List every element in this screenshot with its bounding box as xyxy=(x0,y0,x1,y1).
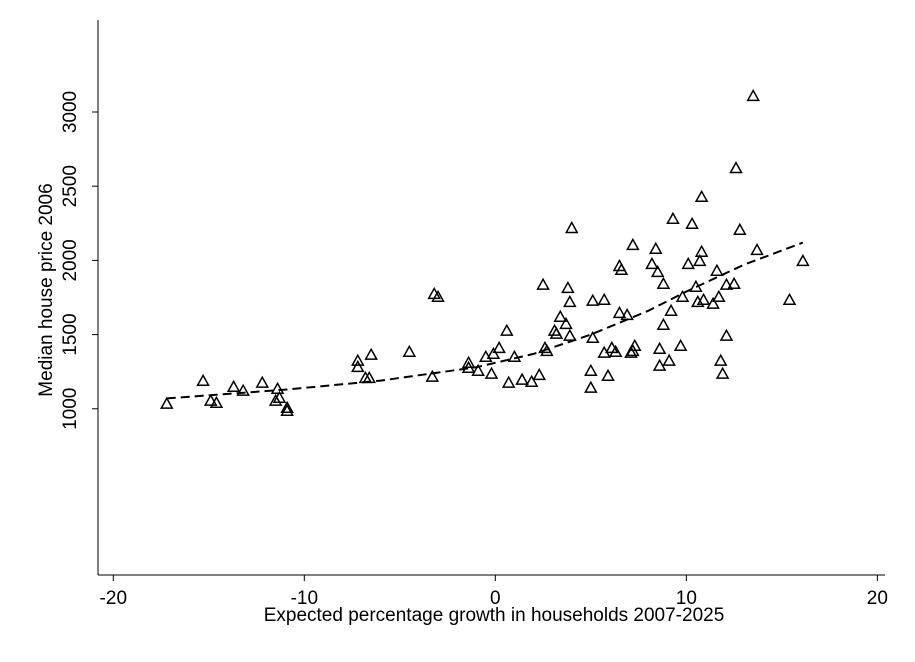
data-point xyxy=(559,316,573,330)
data-point xyxy=(696,292,711,306)
data-point xyxy=(364,347,378,360)
data-point xyxy=(719,277,734,290)
data-point xyxy=(691,294,705,308)
data-point xyxy=(692,253,707,267)
data-point xyxy=(536,277,550,290)
data-point xyxy=(650,264,665,278)
data-point xyxy=(656,276,671,289)
data-point xyxy=(685,216,699,230)
data-point xyxy=(351,359,365,373)
data-point xyxy=(492,340,506,354)
data-point xyxy=(425,369,440,382)
data-point xyxy=(471,363,485,376)
data-point xyxy=(402,344,417,357)
data-point xyxy=(524,374,539,387)
x-tick-label: -20 xyxy=(100,588,127,609)
data-point xyxy=(608,344,623,357)
data-point xyxy=(675,289,690,303)
data-point xyxy=(681,256,696,270)
data-point xyxy=(656,317,671,330)
x-axis-title: Expected percentage growth in households… xyxy=(264,605,725,626)
data-point xyxy=(585,293,600,306)
y-tick-label: 2000 xyxy=(60,239,81,281)
data-point xyxy=(694,244,709,257)
data-point xyxy=(484,366,499,379)
y-tick-label: 1500 xyxy=(60,313,81,355)
data-point xyxy=(664,303,678,317)
data-point xyxy=(561,280,575,294)
data-point xyxy=(270,381,285,395)
data-point xyxy=(196,373,210,387)
data-point xyxy=(710,263,724,276)
data-point xyxy=(272,390,287,403)
x-tick-label: 20 xyxy=(867,588,888,609)
data-point xyxy=(553,309,568,322)
data-point xyxy=(612,305,627,319)
data-point xyxy=(280,403,294,417)
data-point xyxy=(713,353,728,366)
data-point xyxy=(351,353,365,366)
data-point xyxy=(750,242,764,256)
data-point xyxy=(782,292,797,306)
x-tick-label: -10 xyxy=(291,588,318,609)
data-point xyxy=(662,353,676,366)
data-point xyxy=(280,400,294,414)
data-point xyxy=(666,211,680,224)
data-point xyxy=(694,189,709,203)
data-point xyxy=(601,368,615,382)
data-point xyxy=(461,360,476,373)
data-point xyxy=(507,349,522,363)
data-point xyxy=(597,292,611,306)
data-point xyxy=(236,383,250,396)
data-point xyxy=(532,367,547,381)
data-point xyxy=(712,289,726,303)
data-point xyxy=(719,328,734,341)
x-tick-label: 10 xyxy=(676,588,697,609)
data-point xyxy=(584,363,598,376)
data-point xyxy=(727,276,741,289)
data-point xyxy=(624,345,638,358)
data-point xyxy=(431,289,445,303)
data-point xyxy=(203,393,218,406)
x-tick-label: 0 xyxy=(490,588,501,609)
data-point xyxy=(549,326,564,339)
data-point xyxy=(673,338,688,352)
data-point xyxy=(706,296,720,309)
data-point xyxy=(585,330,600,344)
data-point xyxy=(515,372,529,385)
data-point xyxy=(159,396,174,409)
y-tick-label: 1000 xyxy=(60,388,81,430)
data-point xyxy=(627,338,642,352)
data-point xyxy=(563,328,577,341)
data-point xyxy=(564,221,579,234)
y-tick-label: 2500 xyxy=(60,165,81,207)
data-point xyxy=(268,393,283,406)
data-point xyxy=(796,253,810,267)
data-point xyxy=(715,366,730,379)
data-point xyxy=(649,241,663,254)
data-point xyxy=(614,262,629,276)
y-axis-title: Median house price 2006 xyxy=(36,183,57,396)
data-point xyxy=(486,346,501,360)
data-point xyxy=(645,256,659,270)
data-point xyxy=(652,341,667,354)
data-point xyxy=(226,379,241,392)
data-point xyxy=(584,380,598,393)
data-point xyxy=(563,294,577,308)
fit-line xyxy=(166,241,804,400)
data-point xyxy=(733,222,747,235)
data-point xyxy=(500,323,514,336)
data-point xyxy=(501,375,516,388)
data-point xyxy=(652,358,667,371)
data-point xyxy=(626,237,640,251)
data-point xyxy=(746,88,760,102)
data-point xyxy=(255,375,270,388)
y-tick-label: 3000 xyxy=(60,91,81,133)
data-point xyxy=(729,161,743,174)
data-point xyxy=(209,395,224,409)
data-point xyxy=(461,355,476,368)
